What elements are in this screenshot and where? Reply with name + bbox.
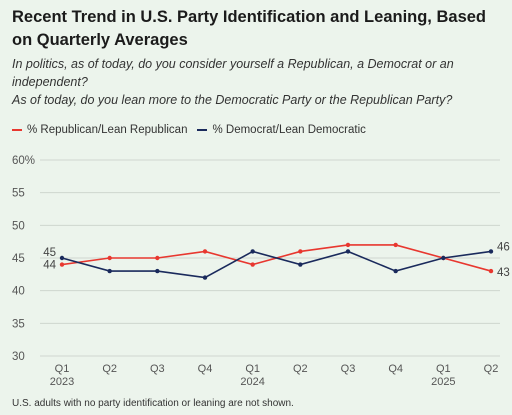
data-point bbox=[202, 275, 208, 280]
subtitle-question-2: As of today, do you lean more to the Dem… bbox=[12, 93, 453, 107]
data-label-democrat-start: 45 bbox=[43, 247, 56, 259]
data-point bbox=[345, 249, 351, 254]
legend-item-democrat: % Democrat/Lean Democratic bbox=[197, 124, 366, 136]
x-tick-label: Q2 bbox=[484, 363, 499, 375]
chart-subtitle: In politics, as of today, do you conside… bbox=[12, 55, 502, 109]
data-point bbox=[107, 255, 112, 261]
data-label-republican-end: 43 bbox=[497, 267, 510, 279]
data-point bbox=[393, 268, 398, 274]
data-point bbox=[107, 268, 112, 274]
data-point bbox=[250, 262, 255, 267]
x-tick-label: Q3 bbox=[341, 363, 356, 375]
series-line-1 bbox=[61, 250, 492, 279]
chart-title: Recent Trend in U.S. Party Identificatio… bbox=[12, 8, 487, 49]
x-tick-label: Q3 bbox=[150, 363, 165, 375]
y-tick-label: 55 bbox=[12, 188, 25, 200]
legend-swatch-democrat bbox=[197, 129, 208, 131]
legend-item-republican: % Republican/Lean Republican bbox=[12, 124, 187, 136]
x-tick-label: Q2 bbox=[102, 363, 117, 375]
x-tick-label: Q1 bbox=[55, 363, 70, 375]
x-year-label: 2023 bbox=[50, 376, 74, 388]
legend-label-democrat: % Democrat/Lean Democratic bbox=[212, 124, 366, 136]
data-point bbox=[298, 262, 303, 267]
x-tick-label: Q4 bbox=[388, 363, 403, 375]
chart-footnote: U.S. adults with no party identification… bbox=[12, 398, 294, 409]
legend-swatch-republican bbox=[12, 129, 22, 131]
x-tick-label: Q2 bbox=[293, 363, 308, 375]
y-tick-label: 45 bbox=[12, 253, 25, 265]
data-point bbox=[393, 242, 398, 248]
data-point bbox=[59, 255, 65, 261]
chart-legend: % Republican/Lean Republican % Democrat/… bbox=[12, 124, 502, 136]
y-tick-label: 30 bbox=[12, 351, 25, 363]
x-year-label: 2024 bbox=[240, 376, 264, 388]
data-point bbox=[488, 268, 494, 274]
x-tick-label: Q1 bbox=[245, 363, 260, 375]
data-point bbox=[250, 249, 255, 254]
data-point bbox=[202, 249, 208, 254]
data-point bbox=[298, 249, 303, 254]
y-tick-label: 40 bbox=[12, 286, 25, 298]
subtitle-question-1: In politics, as of today, do you conside… bbox=[12, 57, 454, 89]
x-year-label: 2025 bbox=[431, 376, 455, 388]
data-point bbox=[345, 242, 351, 248]
data-point bbox=[488, 249, 494, 254]
data-point bbox=[59, 262, 65, 267]
data-label-democrat-end: 46 bbox=[497, 241, 510, 253]
y-tick-label: 50 bbox=[12, 220, 25, 232]
legend-label-republican: % Republican/Lean Republican bbox=[27, 124, 188, 136]
data-label-republican-start: 44 bbox=[43, 260, 56, 272]
x-tick-label: Q1 bbox=[436, 363, 451, 375]
y-tick-label: 60% bbox=[12, 155, 35, 167]
x-tick-label: Q4 bbox=[198, 363, 213, 375]
data-point bbox=[155, 255, 160, 261]
data-point bbox=[441, 255, 446, 261]
data-point bbox=[155, 268, 160, 274]
y-tick-label: 35 bbox=[12, 318, 25, 330]
